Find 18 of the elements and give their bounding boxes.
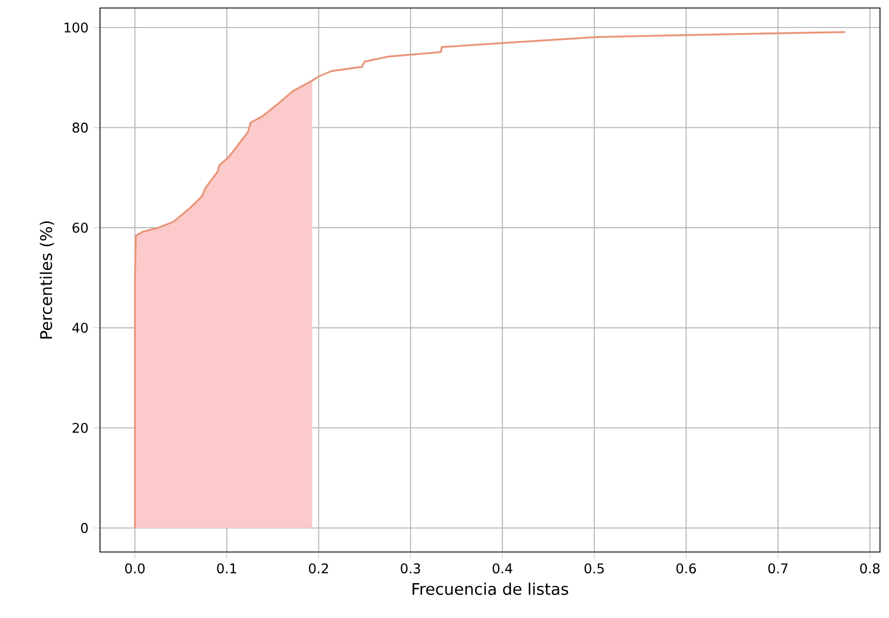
- x-tick-label: 0.0: [125, 563, 145, 574]
- y-axis-title: Percentiles (%): [40, 221, 54, 338]
- y-tick-label: 60: [72, 222, 88, 233]
- x-tick-label: 0.8: [860, 563, 880, 574]
- x-axis-title: Frecuencia de listas: [412, 582, 568, 596]
- y-tick-label: 40: [72, 322, 88, 333]
- x-tick-label: 0.6: [676, 563, 696, 574]
- line-series: [134, 31, 846, 529]
- x-tick-label: 0.3: [400, 563, 420, 574]
- x-tick-label: 0.2: [308, 563, 328, 574]
- x-tick-label: 0.1: [217, 563, 236, 574]
- x-tick-label: 0.7: [768, 563, 788, 574]
- y-tick-label: 100: [64, 22, 88, 33]
- y-tick-label: 0: [81, 522, 88, 534]
- x-tick-label: 0.4: [492, 563, 512, 574]
- y-tick-label: 80: [72, 122, 88, 133]
- y-tick-label: 20: [72, 422, 88, 433]
- x-tick-label: 0.5: [584, 563, 604, 574]
